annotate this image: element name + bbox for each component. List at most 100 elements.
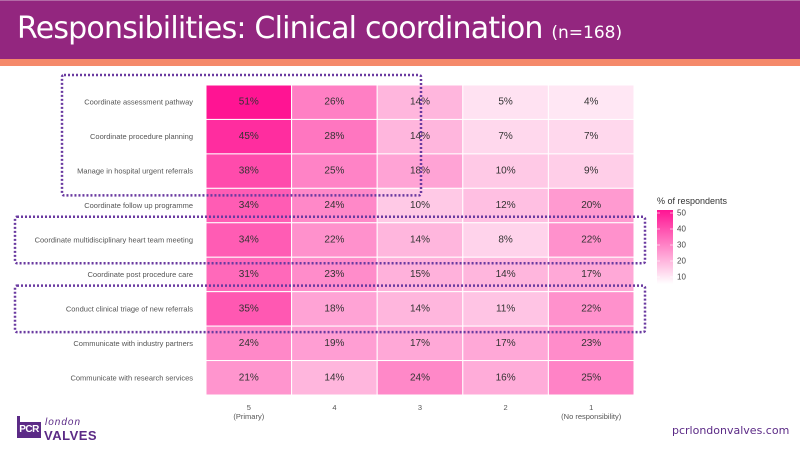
heatmap-cell	[547, 153, 635, 189]
heatmap-cell	[547, 360, 635, 396]
cell-value-label: 21%	[239, 372, 259, 383]
cell-value-label: 26%	[324, 97, 344, 108]
cell-value-label: 14%	[410, 235, 430, 246]
title-text: Responsibilities: Clinical coordination	[17, 11, 543, 46]
legend-tick-label: 10	[677, 273, 686, 282]
heatmap-cell	[547, 291, 635, 327]
cell-value-label: 23%	[581, 338, 601, 349]
cell-value-label: 7%	[498, 131, 513, 142]
highlight-box	[13, 284, 647, 334]
cell-value-label: 14%	[410, 303, 430, 314]
cell-value-label: 7%	[584, 131, 599, 142]
heatmap-cell	[291, 360, 378, 396]
column-label: 1	[589, 403, 593, 412]
column-label: 4	[332, 403, 336, 412]
cell-value-label: 16%	[496, 372, 516, 383]
logo-london: london	[45, 417, 82, 428]
heatmap-cell	[547, 222, 635, 258]
cell-value-label: 51%	[239, 97, 259, 108]
legend-tick-label: 50	[677, 209, 686, 218]
column-sublabel: (Primary)	[233, 412, 264, 421]
cell-value-label: 5%	[498, 97, 513, 108]
legend-title: % of respondents	[657, 196, 728, 206]
heatmap-cell	[205, 222, 293, 258]
cell-value-label: 9%	[584, 166, 599, 177]
cell-value-label: 10%	[496, 166, 516, 177]
cell-value-label: 23%	[324, 269, 344, 280]
cell-value-label: 19%	[324, 338, 344, 349]
slide-header: Responsibilities: Clinical coordination …	[0, 0, 800, 59]
heatmap-cell	[462, 118, 549, 155]
cell-value-label: 14%	[324, 372, 344, 383]
sample-size: (n=168)	[551, 23, 623, 43]
cell-value-label: 8%	[498, 235, 513, 246]
legend-tick-label: 30	[677, 241, 686, 250]
cell-value-label: 18%	[410, 166, 430, 177]
cell-value-label: 18%	[324, 303, 344, 314]
column-label: 5	[247, 403, 251, 412]
heatmap-cell	[462, 84, 549, 120]
column-labels: 5(Primary) 4 3 2 1(No responsibility)	[233, 403, 621, 421]
cell-value-label: 22%	[581, 235, 601, 246]
cell-value-label: 12%	[496, 200, 516, 211]
row-labels: Coordinate assessment pathway Coordinate …	[35, 98, 194, 383]
row-label: Coordinate post procedure care	[88, 270, 193, 279]
heatmap-cell	[547, 84, 635, 120]
cell-value-label: 20%	[581, 200, 601, 211]
cell-value-label: 24%	[239, 338, 259, 349]
column-label: 3	[418, 403, 422, 412]
cell-value-label: 14%	[410, 97, 430, 108]
row-label: Conduct clinical triage of new referrals	[66, 304, 193, 313]
heatmap-cell	[291, 325, 378, 362]
cell-value-label: 4%	[584, 97, 599, 108]
heatmap-cell	[547, 118, 635, 155]
heatmap-cell	[376, 291, 464, 327]
cell-value-label: 15%	[410, 269, 430, 280]
row-label: Coordinate assessment pathway	[84, 98, 193, 107]
column-sublabel: (No responsibility)	[561, 412, 622, 421]
highlight-boxes	[13, 73, 647, 334]
cell-value-label: 34%	[239, 235, 259, 246]
cell-value-label: 34%	[239, 200, 259, 211]
heatmap-cell	[462, 291, 549, 327]
logo-pcr: PCR	[17, 422, 41, 438]
row-label: Coordinate procedure planning	[90, 132, 193, 141]
cell-value-label: 28%	[324, 131, 344, 142]
slide-title: Responsibilities: Clinical coordination …	[17, 11, 622, 46]
cell-value-label: 22%	[581, 303, 601, 314]
column-label: 2	[504, 403, 508, 412]
row-label: Communicate with research services	[70, 373, 193, 382]
cell-value-label: 10%	[410, 200, 430, 211]
legend-tick-label: 40	[677, 225, 686, 234]
row-label: Coordinate multidisciplinary heart team …	[35, 236, 193, 245]
heatmap-cell	[205, 153, 293, 189]
row-label: Communicate with industry partners	[73, 339, 193, 348]
cell-value-label: 17%	[496, 338, 516, 349]
heatmap-cell	[205, 118, 293, 155]
heatmap-cell	[291, 222, 378, 258]
cell-value-label: 14%	[496, 269, 516, 280]
cell-value-label: 35%	[239, 303, 259, 314]
cell-value-label: 31%	[239, 269, 259, 280]
cell-value-label: 17%	[581, 269, 601, 280]
cell-value-label: 25%	[581, 372, 601, 383]
legend-colorbar	[657, 210, 673, 284]
row-label: Coordinate follow up programme	[84, 201, 193, 210]
heatmap-cell	[462, 360, 549, 396]
cell-value-label: 22%	[324, 235, 344, 246]
cell-value-label: 11%	[496, 303, 515, 314]
logo-valves: VALVES	[44, 428, 98, 443]
heatmap-cell	[376, 360, 464, 396]
heatmap-cell	[291, 118, 378, 155]
cell-value-label: 24%	[410, 372, 430, 383]
heatmap-cell	[205, 360, 293, 396]
cell-value-label: 25%	[324, 166, 344, 177]
row-label: Manage in hospital urgent referrals	[77, 167, 193, 176]
cell-value-label: 24%	[324, 200, 344, 211]
cell-value-label: 38%	[239, 166, 259, 177]
highlight-box	[60, 73, 423, 197]
cell-value-label: 17%	[410, 338, 430, 349]
highlight-box	[13, 215, 647, 265]
color-legend: % of respondents 50 40 30 20 10	[657, 196, 728, 284]
